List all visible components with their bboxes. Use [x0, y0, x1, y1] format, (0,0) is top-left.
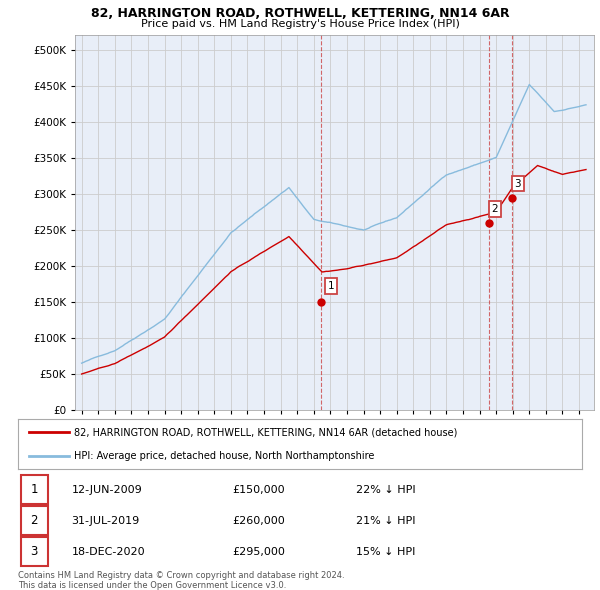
Text: 1: 1 — [31, 483, 38, 496]
Text: This data is licensed under the Open Government Licence v3.0.: This data is licensed under the Open Gov… — [18, 581, 286, 589]
FancyBboxPatch shape — [21, 475, 48, 504]
Text: 82, HARRINGTON ROAD, ROTHWELL, KETTERING, NN14 6AR: 82, HARRINGTON ROAD, ROTHWELL, KETTERING… — [91, 7, 509, 20]
Text: 82, HARRINGTON ROAD, ROTHWELL, KETTERING, NN14 6AR (detached house): 82, HARRINGTON ROAD, ROTHWELL, KETTERING… — [74, 427, 458, 437]
Text: Contains HM Land Registry data © Crown copyright and database right 2024.: Contains HM Land Registry data © Crown c… — [18, 571, 344, 580]
Text: 15% ↓ HPI: 15% ↓ HPI — [356, 547, 416, 557]
Text: 3: 3 — [31, 545, 38, 558]
Text: Price paid vs. HM Land Registry's House Price Index (HPI): Price paid vs. HM Land Registry's House … — [140, 19, 460, 30]
Text: 18-DEC-2020: 18-DEC-2020 — [71, 547, 145, 557]
Text: 3: 3 — [515, 179, 521, 189]
FancyBboxPatch shape — [21, 506, 48, 535]
Text: 2: 2 — [31, 514, 38, 527]
Text: 12-JUN-2009: 12-JUN-2009 — [71, 484, 142, 494]
Text: £295,000: £295,000 — [232, 547, 285, 557]
Text: 21% ↓ HPI: 21% ↓ HPI — [356, 516, 416, 526]
Text: £150,000: £150,000 — [232, 484, 285, 494]
Text: 1: 1 — [328, 281, 334, 291]
Text: £260,000: £260,000 — [232, 516, 285, 526]
Text: HPI: Average price, detached house, North Northamptonshire: HPI: Average price, detached house, Nort… — [74, 451, 375, 461]
Text: 2: 2 — [491, 204, 499, 214]
Text: 22% ↓ HPI: 22% ↓ HPI — [356, 484, 416, 494]
FancyBboxPatch shape — [21, 537, 48, 566]
Text: 31-JUL-2019: 31-JUL-2019 — [71, 516, 140, 526]
